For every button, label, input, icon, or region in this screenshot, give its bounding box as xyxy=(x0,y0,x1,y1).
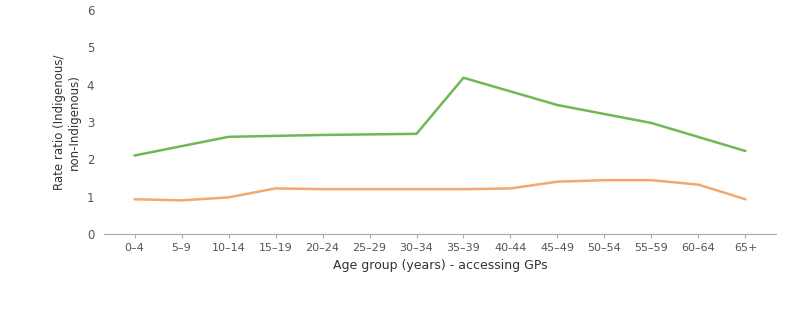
Accessing MBS GP services rate ratio xyxy=(553,180,562,184)
mortality rate ratio xyxy=(318,133,327,137)
Accessing MBS GP services rate ratio xyxy=(458,187,468,191)
X-axis label: Age group (years) - accessing GPs: Age group (years) - accessing GPs xyxy=(333,259,547,272)
Line: Accessing MBS GP services rate ratio: Accessing MBS GP services rate ratio xyxy=(134,180,746,200)
Accessing MBS GP services rate ratio xyxy=(646,178,656,182)
mortality rate ratio xyxy=(741,149,750,153)
Accessing MBS GP services rate ratio xyxy=(694,183,703,187)
mortality rate ratio xyxy=(553,103,562,107)
Y-axis label: Rate ratio (Indigenous/
non-Indigenous): Rate ratio (Indigenous/ non-Indigenous) xyxy=(54,54,82,189)
Accessing MBS GP services rate ratio xyxy=(318,187,327,191)
Accessing MBS GP services rate ratio xyxy=(365,187,374,191)
Accessing MBS GP services rate ratio xyxy=(177,198,186,202)
Accessing MBS GP services rate ratio xyxy=(600,178,610,182)
Accessing MBS GP services rate ratio xyxy=(741,197,750,201)
mortality rate ratio xyxy=(458,76,468,80)
Accessing MBS GP services rate ratio xyxy=(130,197,139,201)
Accessing MBS GP services rate ratio xyxy=(224,195,234,199)
Accessing MBS GP services rate ratio xyxy=(506,187,515,190)
mortality rate ratio xyxy=(646,121,656,125)
Line: mortality rate ratio: mortality rate ratio xyxy=(134,78,746,155)
mortality rate ratio xyxy=(224,135,234,139)
mortality rate ratio xyxy=(412,132,422,136)
Accessing MBS GP services rate ratio xyxy=(412,187,422,191)
mortality rate ratio xyxy=(130,153,139,157)
Accessing MBS GP services rate ratio xyxy=(270,187,280,190)
